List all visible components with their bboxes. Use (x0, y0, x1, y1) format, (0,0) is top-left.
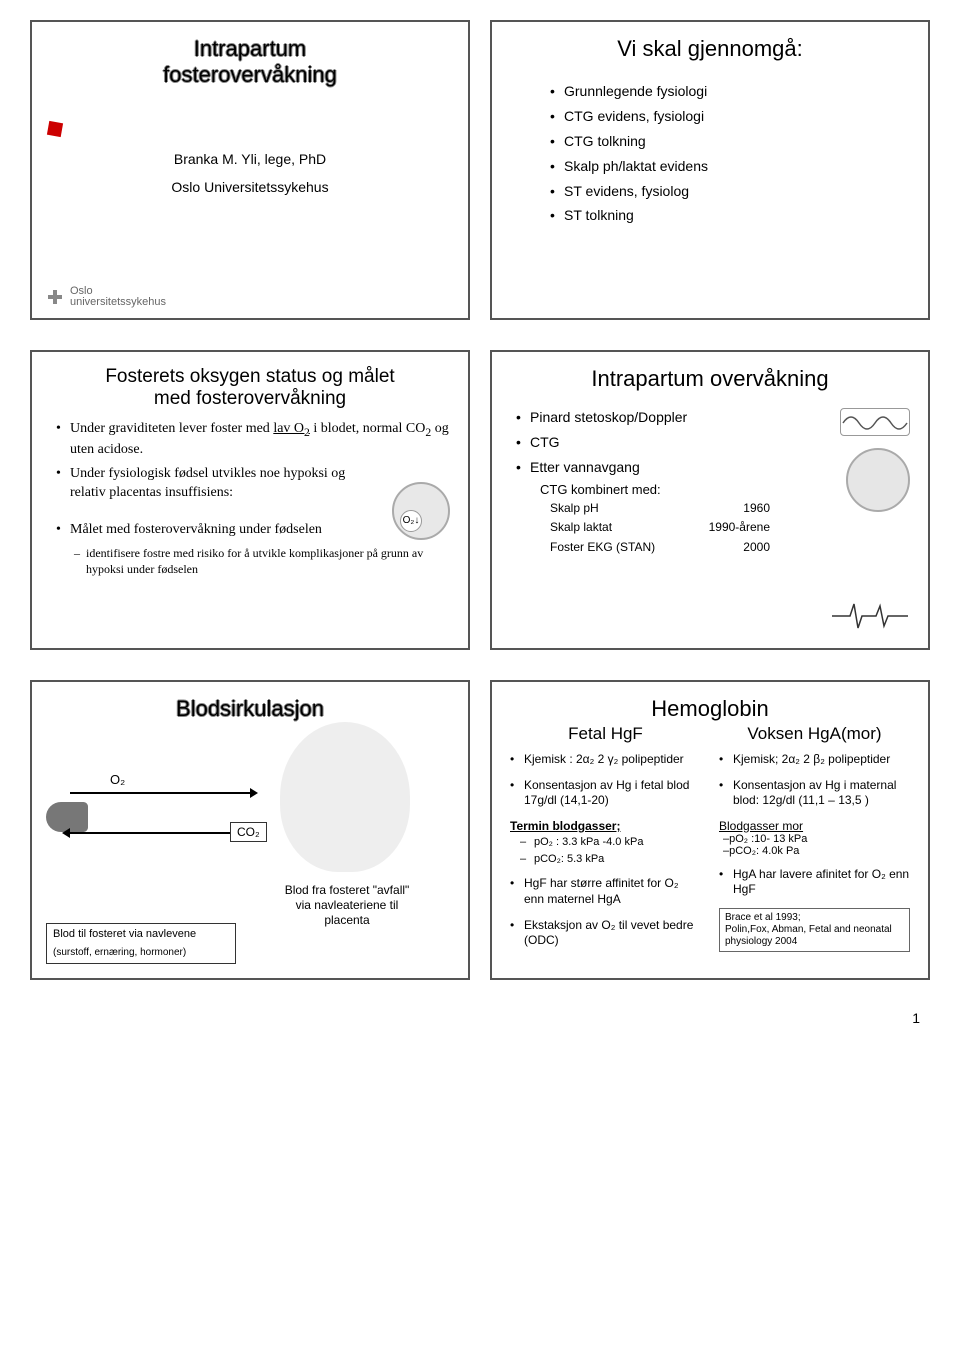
r1: Kjemisk; 2α₂ 2 β₂ polipeptider (719, 752, 910, 768)
l4: Ekstaksjon av O₂ til vevet bedre (ODC) (510, 918, 701, 949)
adult-heading: Voksen HgA(mor) (719, 724, 910, 744)
agenda-item: ST evidens, fysiolog (550, 182, 910, 201)
fetus-icon (392, 482, 450, 540)
r3: HgA har lavere afinitet for O₂ enn HgF (719, 867, 910, 898)
ref1: Brace et al 1993; (725, 912, 904, 924)
arrow-right-icon (70, 792, 250, 794)
slide-2-agenda: Vi skal gjennomgå: Grunnlegende fysiolog… (490, 20, 930, 320)
wave-svg (841, 409, 911, 437)
l2: Konsentasjon av Hg i fetal blod 17g/dl (… (510, 778, 701, 809)
b2: CTG (516, 433, 820, 452)
slide4-title: Intrapartum overvåkning (510, 366, 910, 392)
hospital-logo: Oslo universitetssykehus (46, 286, 166, 308)
o2-label: O₂ (110, 772, 125, 787)
author-affil: Oslo Universitetssykehus (50, 176, 450, 198)
agenda-item: CTG evidens, fysiologi (550, 107, 910, 126)
cap-l1: Blod fra fosteret "avfall" (262, 883, 432, 898)
agenda-item: ST tolkning (550, 206, 910, 225)
agenda-list: Grunnlegende fysiologi CTG evidens, fysi… (510, 82, 910, 225)
mor-heading: Blodgasser mor (719, 819, 910, 833)
row: Skalp pH1960 (550, 500, 770, 516)
t-l1: Fosterets oksygen status og målet (105, 366, 394, 387)
termin-heading: Termin blodgasser; (510, 819, 701, 833)
r2: Konsentasjon av Hg i maternal blod: 12g/… (719, 778, 910, 809)
slide2-title: Vi skal gjennomgå: (510, 36, 910, 62)
agenda-item: CTG tolkning (550, 132, 910, 151)
agenda-item: Skalp ph/laktat evidens (550, 157, 910, 176)
fetus-icon (846, 448, 910, 512)
avfall-caption: Blod fra fosteret "avfall" via navleater… (262, 883, 432, 928)
author-block: Branka M. Yli, lege, PhD Oslo Universite… (50, 148, 450, 199)
slide3-title: Fosterets oksygen status og målet med fo… (50, 366, 450, 410)
t2: pCO₂: 5.3 kPa (520, 852, 701, 866)
bullet-1: Under graviditeten lever foster med lav … (56, 420, 450, 459)
arrow-left-icon (70, 832, 250, 834)
baby-icon (280, 722, 410, 872)
sub-1: identifisere fostre med risiko for å utv… (74, 546, 450, 577)
cap-l3: placenta (262, 913, 432, 928)
m2: –pCO₂: 4.0k Pa (723, 845, 910, 857)
box-l2: (surstoff, ernæring, hormoner) (53, 947, 229, 959)
fetal-heading: Fetal HgF (510, 724, 701, 744)
bullet-2: Under fysiologisk fødsel utvikles noe hy… (56, 465, 450, 503)
fetal-col: Fetal HgF Kjemisk : 2α₂ 2 γ₂ polipeptide… (510, 724, 701, 959)
slide-5-circulation: Blodsirkulasjon O₂ CO₂ Blod til fosteret… (30, 680, 470, 980)
year-list: Skalp pH1960 Skalp laktat1990-årene Fost… (530, 500, 820, 555)
b3a: CTG kombinert med: (530, 481, 820, 499)
row: Skalp laktat1990-årene (550, 519, 770, 535)
slide-3-oxygen: Fosterets oksygen status og målet med fo… (30, 350, 470, 650)
hemo-columns: Fetal HgF Kjemisk : 2α₂ 2 γ₂ polipeptide… (510, 724, 910, 959)
slide1-title: Intrapartum fosterovervåkning (50, 36, 450, 88)
ref2: Polin,Fox, Abman, Fetal and neonatal phy… (725, 924, 904, 948)
slide-1-title: Intrapartum fosterovervåkning Branka M. … (30, 20, 470, 320)
ekg-icon (830, 598, 910, 634)
row: Foster EKG (STAN)2000 (550, 539, 770, 555)
slide-4-monitoring: Intrapartum overvåkning Pinard stetoskop… (490, 350, 930, 650)
b3: Etter vannavgang CTG kombinert med: Skal… (516, 458, 820, 555)
title-l2: fosterovervåkning (163, 62, 337, 87)
waveform-icon (840, 408, 910, 436)
page-number: 1 (30, 1010, 930, 1026)
slide6-title: Hemoglobin (510, 696, 910, 722)
l1: Kjemisk : 2α₂ 2 γ₂ polipeptider (510, 752, 701, 768)
bullet-3: Målet med fosterovervåkning under fødsel… (56, 521, 450, 540)
adult-col: Voksen HgA(mor) Kjemisk; 2α₂ 2 β₂ polipe… (719, 724, 910, 959)
logo-text: Oslo universitetssykehus (70, 286, 166, 308)
slide-6-hemoglobin: Hemoglobin Fetal HgF Kjemisk : 2α₂ 2 γ₂ … (490, 680, 930, 980)
t-l2: med fosterovervåkning (154, 388, 346, 409)
title-l1: Intrapartum (194, 36, 307, 61)
circulation-diagram: O₂ CO₂ (50, 732, 450, 902)
agenda-item: Grunnlegende fysiologi (550, 82, 910, 101)
red-square-icon (47, 121, 63, 137)
slide3-list: Under graviditeten lever foster med lav … (50, 420, 450, 540)
navlevene-box: Blod til fosteret via navlevene (surstof… (46, 923, 236, 964)
slide3-sub: identifisere fostre med risiko for å utv… (50, 546, 450, 577)
b1: Pinard stetoskop/Doppler (516, 408, 820, 427)
m1: –pO₂ :10- 13 kPa (723, 833, 910, 845)
box-l1: Blod til fosteret via navlevene (53, 928, 229, 941)
cap-l2: via navleateriene til (262, 898, 432, 913)
cross-icon (46, 288, 64, 306)
author-name: Branka M. Yli, lege, PhD (50, 148, 450, 170)
l3: HgF har større affinitet for O₂ enn mate… (510, 876, 701, 907)
slide5-title: Blodsirkulasjon (50, 696, 450, 722)
t1: pO₂ : 3.3 kPa -4.0 kPa (520, 835, 701, 849)
co2-label: CO₂ (230, 822, 267, 842)
reference-box: Brace et al 1993; Polin,Fox, Abman, Feta… (719, 908, 910, 952)
